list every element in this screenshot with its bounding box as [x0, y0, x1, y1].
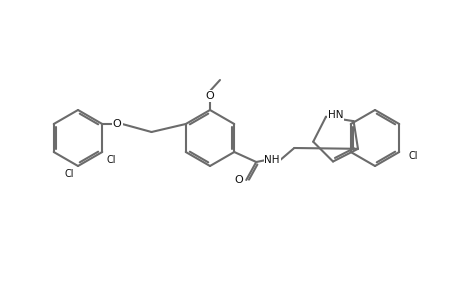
Text: O: O	[112, 119, 121, 129]
Text: Cl: Cl	[106, 155, 116, 165]
Text: NH: NH	[264, 155, 280, 165]
Text: Cl: Cl	[408, 151, 417, 161]
Text: Cl: Cl	[64, 169, 73, 179]
Text: O: O	[235, 175, 243, 185]
Text: HN: HN	[327, 110, 343, 120]
Text: O: O	[205, 91, 214, 101]
